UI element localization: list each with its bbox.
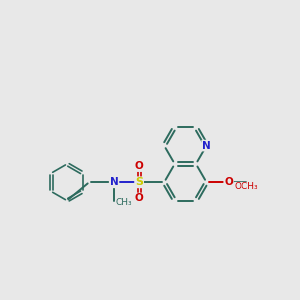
Text: O: O xyxy=(224,177,233,187)
Text: O: O xyxy=(135,194,143,203)
Text: N: N xyxy=(110,177,118,187)
Text: N: N xyxy=(202,141,211,151)
Text: OCH₃: OCH₃ xyxy=(235,182,258,191)
Text: S: S xyxy=(135,177,143,187)
Text: CH₃: CH₃ xyxy=(116,198,132,207)
Text: O: O xyxy=(135,161,143,171)
